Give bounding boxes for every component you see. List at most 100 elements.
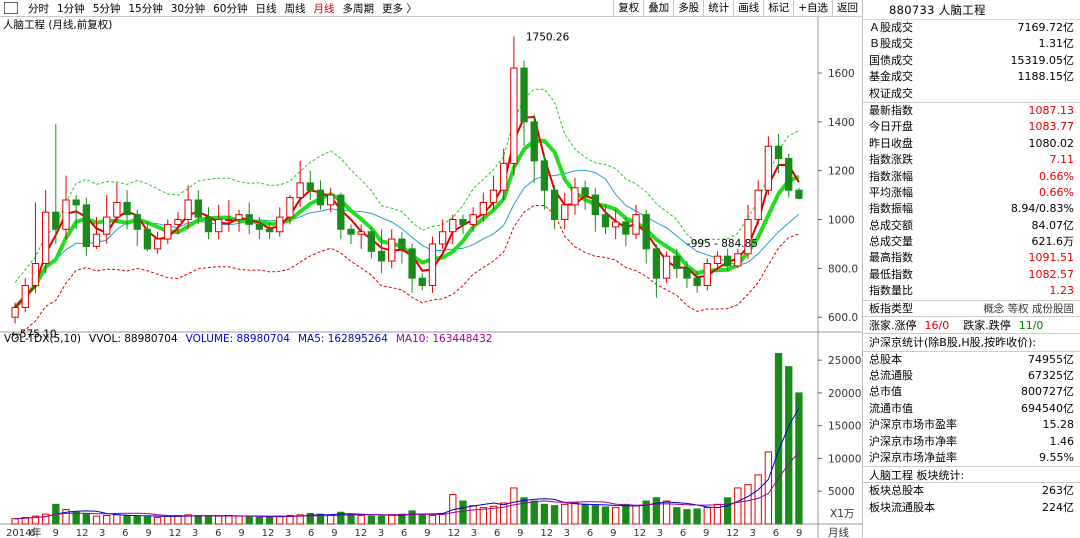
toolbar-action-button[interactable]: 叠加 bbox=[643, 0, 673, 17]
board-type-label: 板指类型 bbox=[869, 301, 913, 315]
volume-tick-label: 10000 bbox=[828, 453, 861, 465]
toolbar-action-button[interactable]: 统计 bbox=[703, 0, 733, 17]
toolbar-action-button[interactable]: +自选 bbox=[793, 0, 832, 17]
chart-panel[interactable]: 人脑工程 (月线,前复权) 1600 1400 1200 1000 800.0 600.0 1… bbox=[0, 17, 862, 538]
volume-bar bbox=[235, 515, 243, 525]
volume-bar bbox=[347, 513, 355, 525]
period-tab[interactable]: 更多 〉 bbox=[382, 2, 417, 15]
x-axis-label: 6 bbox=[215, 528, 221, 538]
candle-body bbox=[540, 160, 549, 191]
toolbar-action-button[interactable]: 画线 bbox=[733, 0, 763, 17]
volume-bar bbox=[601, 506, 610, 525]
candle-body bbox=[662, 255, 671, 279]
candle-body bbox=[469, 214, 477, 225]
candle-body bbox=[103, 216, 111, 235]
volume-bar bbox=[408, 510, 416, 525]
period-tab[interactable]: 日线 bbox=[255, 2, 277, 15]
toolbar-action-button[interactable]: 复权 bbox=[613, 0, 643, 17]
period-tab[interactable]: 周线 bbox=[284, 2, 306, 15]
board-type-value[interactable]: 概念 等权 成份股固 bbox=[983, 302, 1074, 315]
info-panel: 880733 人脑工程 Ａ股成交 7169.72亿 Ｂ股成交 1.31亿 国债成交 153… bbox=[862, 0, 1080, 538]
period-tab[interactable]: 30分钟 bbox=[170, 2, 206, 15]
candlestick-chart[interactable]: 人脑工程 (月线,前复权) 1600 1400 1200 1000 800.0 600.0 1… bbox=[0, 17, 862, 538]
stat-row: 权证成交 bbox=[863, 86, 1080, 102]
stat-label: Ｂ股成交 bbox=[869, 37, 913, 51]
volume-bar bbox=[82, 513, 91, 525]
stat-label: 总流通股 bbox=[869, 369, 913, 383]
price-tick-label: 1200 bbox=[828, 166, 855, 178]
volume-bar bbox=[520, 497, 528, 525]
period-tab[interactable]: 60分钟 bbox=[213, 2, 248, 15]
volume-bar bbox=[388, 514, 396, 525]
stat-value: 0.66% bbox=[1039, 185, 1074, 199]
candle-body bbox=[622, 221, 630, 235]
current-label: -995 - 884.85 bbox=[687, 238, 758, 250]
volume-legend-name: VOL-TDX(5,10) bbox=[4, 333, 81, 345]
stat-row: 总成交额 84.07亿 bbox=[863, 218, 1080, 234]
period-tab[interactable]: 1分钟 bbox=[57, 2, 85, 15]
stat-row: 最低指数 1082.57 bbox=[863, 267, 1080, 283]
volume-bar bbox=[194, 514, 202, 525]
candle-body bbox=[347, 228, 355, 235]
volume-bar bbox=[11, 518, 19, 525]
candle-body bbox=[11, 306, 19, 318]
candle-body bbox=[774, 145, 783, 159]
stat-row: 指数量比 1.23 bbox=[863, 283, 1080, 299]
volume-bar bbox=[31, 515, 40, 525]
candle-body bbox=[785, 157, 793, 191]
volume-bar bbox=[357, 514, 365, 525]
x-axis-label: 6 bbox=[29, 528, 35, 538]
stat-value: 800727亿 bbox=[1021, 385, 1074, 399]
stat-row: 总流通股 67325亿 bbox=[863, 368, 1080, 384]
volume-ma10-line bbox=[15, 451, 800, 520]
volume-bar bbox=[703, 507, 711, 525]
x-axis-label: 9 bbox=[238, 528, 244, 538]
market-header: 沪深京统计(除B股,H股,按昨收价): bbox=[869, 335, 1037, 349]
price-tick-label: 1600 bbox=[828, 68, 855, 80]
x-axis-label: 3 bbox=[378, 528, 384, 538]
x-axis-label: 6 bbox=[773, 528, 779, 538]
volume-bar bbox=[133, 515, 141, 525]
upper-band-line bbox=[14, 88, 800, 283]
stat-value: 1.31亿 bbox=[1038, 37, 1075, 51]
candle-body bbox=[255, 223, 264, 230]
candle-body bbox=[723, 255, 732, 267]
stat-value: 1.23 bbox=[1049, 284, 1075, 298]
period-tab[interactable]: 15分钟 bbox=[128, 2, 163, 15]
candle-body bbox=[276, 216, 284, 233]
volume-bar bbox=[530, 500, 538, 525]
candle-body bbox=[52, 211, 60, 230]
stat-value: 7.11 bbox=[1049, 153, 1075, 167]
stat-value: 694540亿 bbox=[1021, 401, 1074, 415]
stat-value: 15319.05亿 bbox=[1010, 53, 1075, 67]
x-axis-label: 9 bbox=[610, 528, 616, 538]
candle-body bbox=[194, 199, 202, 218]
period-tab[interactable]: 月线 bbox=[313, 2, 335, 15]
stat-label: 国债成交 bbox=[869, 53, 913, 67]
grid-toggle-icon[interactable] bbox=[4, 2, 18, 14]
price-tick-label: 600.0 bbox=[828, 312, 858, 324]
candle-body bbox=[754, 189, 762, 221]
candle-body bbox=[21, 284, 29, 308]
period-toolbar: 分时 1分钟 5分钟 15分钟 30分钟 60分钟 日线 周线 月线 多周期 更多 〉 复权 叠加 多股… bbox=[0, 0, 862, 17]
low-label: ←575.10 bbox=[11, 328, 57, 340]
price-tick-label: 1000 bbox=[828, 215, 855, 227]
toolbar-action-button[interactable]: 返回 bbox=[832, 0, 862, 17]
candle-body bbox=[703, 262, 711, 286]
toolbar-action-button[interactable]: 多股 bbox=[673, 0, 703, 17]
stat-value: 1188.15亿 bbox=[1017, 70, 1075, 84]
stat-value: 1082.57 bbox=[1028, 267, 1075, 281]
volume-bar bbox=[72, 511, 80, 525]
toolbar-action-button[interactable]: 标记 bbox=[763, 0, 793, 17]
period-tab[interactable]: 多周期 bbox=[342, 2, 375, 15]
x-axis-label: 2014年 bbox=[6, 526, 41, 538]
candle-body bbox=[316, 189, 325, 206]
stat-label: 基金成交 bbox=[869, 70, 913, 84]
down-count: 11/0 bbox=[1018, 318, 1044, 332]
volume-bar bbox=[723, 497, 732, 525]
stat-label: 权证成交 bbox=[869, 86, 913, 100]
period-tab[interactable]: 5分钟 bbox=[92, 2, 121, 15]
volume-ma5-line bbox=[15, 407, 800, 520]
period-tab[interactable]: 分时 bbox=[28, 2, 49, 15]
